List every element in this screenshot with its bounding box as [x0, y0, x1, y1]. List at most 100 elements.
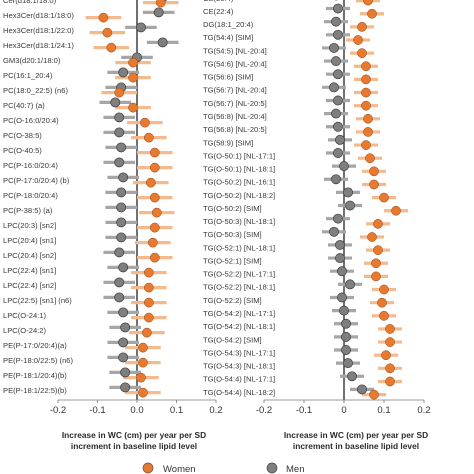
left-men-point [116, 142, 127, 153]
left-row-label: PE(P-18:0/22:5) (n6) [3, 356, 74, 365]
right-women-point [365, 153, 375, 164]
right-women-point [379, 284, 389, 295]
left-men-point [110, 97, 121, 108]
left-men-point [114, 157, 125, 168]
left-women-point [149, 222, 160, 233]
left-row-label: LPC(20:4) [sn2] [3, 251, 56, 260]
left-tick-label: -0.2 [50, 405, 66, 416]
left-forest-panel: -0.2 -0.1 0.0 0.1 0.2 Cer(d18:1/18:0) Hex3Cer(… [3, 0, 223, 416]
right-women-point [385, 376, 395, 387]
left-men-point [114, 127, 125, 138]
legend: Women Men [142, 462, 304, 474]
left-women-point [140, 117, 150, 128]
left-women-point [144, 312, 154, 323]
right-row-label: TG(54:5) [NL-20:4] [203, 46, 267, 55]
right-xlabel-line1: Increase in WC (cm) per year per SD [284, 430, 428, 440]
right-row-label: TG(54:6) [NL-20:4] [203, 59, 267, 68]
left-women-point [149, 162, 160, 173]
right-row-label: TG(O-50:1) [NL-17:1] [203, 151, 275, 160]
right-men-point [333, 121, 343, 132]
right-men-point [337, 292, 347, 303]
right-row-label: TG(O-54:3) [NL-17:1] [203, 348, 275, 357]
left-men-point [120, 322, 131, 333]
right-row-label: TG(56:6) [SIM] [203, 73, 253, 82]
right-women-point [361, 61, 371, 72]
right-men-point [339, 305, 349, 316]
left-men-point [118, 262, 129, 273]
legend-women-label: Women [163, 464, 196, 474]
right-women-point [353, 35, 363, 45]
legend-men-marker [266, 462, 278, 474]
right-men-point [357, 384, 367, 395]
right-women-point [363, 113, 373, 124]
right-row-label: TG(O-52:1) [SIM] [203, 256, 262, 265]
right-men-point [329, 42, 339, 53]
right-women-point [361, 100, 371, 111]
right-women-point [363, 127, 373, 137]
left-women-point [144, 282, 154, 293]
left-men-point [157, 37, 168, 48]
left-women-point [136, 372, 146, 383]
right-row-label: TG(O-52:2) [NL-18:1] [203, 283, 275, 292]
left-women-point [142, 327, 152, 338]
left-men-point [120, 382, 131, 393]
right-men-point [333, 69, 343, 80]
left-women-point [128, 72, 138, 83]
right-women-point [357, 22, 367, 32]
right-row-label: TG(O-52:2) [NL-17:1] [203, 270, 275, 279]
right-tick-label: 0.2 [417, 405, 430, 416]
left-women-point [138, 357, 148, 368]
right-men-point [333, 95, 343, 106]
left-tick-label: 0.0 [130, 405, 143, 416]
right-tick-label: -0.1 [296, 405, 312, 416]
left-row-label: LPC(20:3) [sn2] [3, 221, 56, 230]
right-women-point [369, 166, 379, 177]
left-women-point [149, 192, 160, 203]
left-row-label: LPC(22:4) [sn1] [3, 266, 56, 275]
right-women-point [381, 350, 391, 361]
left-women-point [155, 0, 166, 8]
right-row-label: TG(56:8) [NL-20:5] [203, 125, 267, 134]
right-row-label: TG(56:8) [NL-20:4] [203, 112, 267, 121]
left-women-point [144, 267, 154, 278]
right-women-point [369, 179, 379, 190]
left-women-point [138, 342, 148, 353]
left-row-label: LPC(20:4) [sn1] [3, 236, 56, 245]
right-row-label: TG(56:7) [NL-20:4] [203, 86, 267, 95]
right-men-point [337, 266, 347, 277]
right-men-point [331, 16, 341, 27]
right-men-point [341, 345, 351, 355]
legend-women-marker [142, 462, 154, 474]
left-row-label: Hex3Cer(d18:1/18:0) [3, 11, 74, 20]
left-xlabel-line2: increment in baseline lipid level [71, 441, 197, 451]
left-women-point [102, 27, 113, 38]
left-row-label: PC(P-38:5) (a) [3, 206, 53, 215]
left-women-point [149, 252, 160, 263]
left-men-point [118, 352, 129, 363]
left-row-label: Cer(d18:1/18:0) [3, 0, 57, 5]
left-row-label: LPC(O-24:1) [3, 311, 47, 320]
right-men-point [347, 371, 357, 382]
right-row-label: TG(O-54:4) [NL-17:1] [203, 375, 275, 384]
left-men-point [120, 367, 131, 378]
right-men-point [345, 279, 355, 290]
left-women-point [138, 387, 148, 398]
left-row-label: PE(P-17:0/20:4)(a) [3, 341, 67, 350]
right-men-point [331, 174, 341, 185]
left-row-label: PC(16:1_20:4) [3, 71, 53, 80]
left-men-point [116, 202, 127, 213]
left-men-point [116, 232, 127, 243]
right-men-point [345, 200, 355, 211]
right-women-point [357, 48, 367, 58]
left-men-point [118, 67, 129, 78]
right-row-label: TG(O-50:2) [NL-16:1] [203, 178, 275, 187]
left-women-point [144, 297, 154, 308]
right-women-point [363, 0, 373, 6]
left-row-label: Hex3Cer(d18:1/22:0) [3, 26, 74, 35]
right-tick-label: -0.2 [256, 405, 272, 416]
left-women-point [114, 87, 125, 98]
right-men-point [335, 134, 345, 145]
right-men-point [343, 187, 353, 198]
right-men-point [343, 358, 353, 369]
right-women-point [361, 87, 371, 98]
